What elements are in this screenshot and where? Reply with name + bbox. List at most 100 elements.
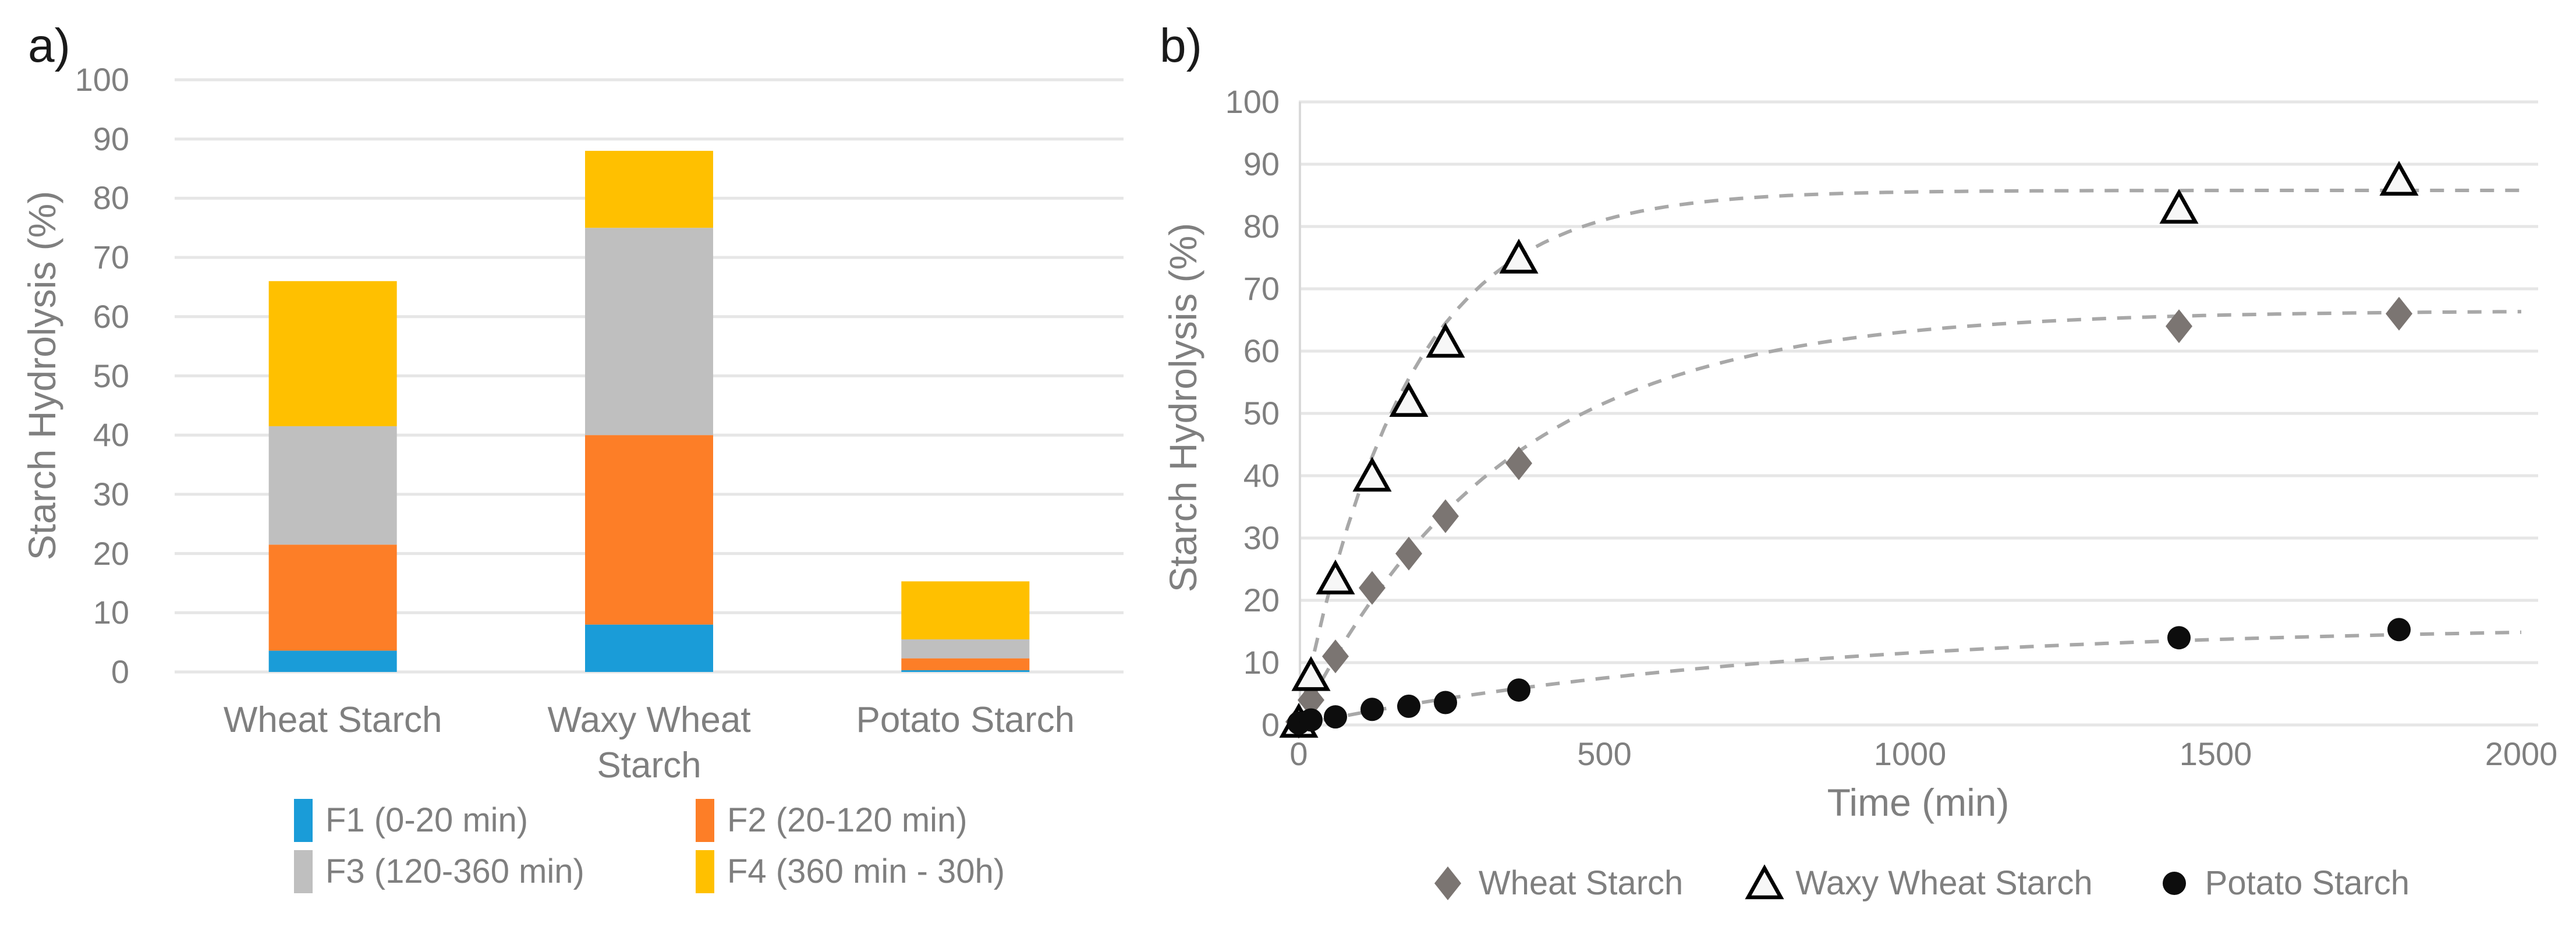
scatter-point-triangle xyxy=(1352,457,1392,492)
scatter-point-circle xyxy=(1324,705,1347,729)
panel-a-y-tick: 70 xyxy=(93,239,129,276)
scatter-point-circle xyxy=(1434,691,1457,714)
legend-item-potato-starch: Potato Starch xyxy=(2154,863,2410,904)
panel-a-category-label: Waxy Wheat Starch xyxy=(547,700,751,786)
panel-a-category-label: Wheat Starch xyxy=(223,700,442,740)
scatter-point-triangle xyxy=(1426,323,1465,358)
bar-segment xyxy=(585,435,713,625)
legend-label: Waxy Wheat Starch xyxy=(1795,864,2093,903)
bar-segment xyxy=(901,581,1030,640)
legend-swatch xyxy=(294,799,313,842)
panel-a-y-tick: 0 xyxy=(111,653,129,690)
panel-a-legend: F1 (0-20 min) F2 (20-120 min) F3 (120-360 … xyxy=(294,799,1005,893)
legend-item-wheat-starch: Wheat Starch xyxy=(1427,863,1683,904)
panel-a-y-tick: 90 xyxy=(93,120,129,157)
panel-a-y-tick: 50 xyxy=(93,357,129,394)
panel-b-y-tick: 80 xyxy=(1243,208,1280,245)
legend-label: F1 (0-20 min) xyxy=(325,801,529,840)
bar-segment xyxy=(901,670,1030,672)
bar-segment xyxy=(268,650,397,672)
legend-swatch xyxy=(696,799,714,842)
legend-swatch xyxy=(294,850,313,893)
legend-label: F3 (120-360 min) xyxy=(325,852,584,891)
bar-segment xyxy=(901,639,1030,659)
scatter-point-triangle xyxy=(1499,238,1539,274)
bar-segment xyxy=(585,624,713,672)
bar-segment xyxy=(268,544,397,651)
panel-b-y-tick: 60 xyxy=(1243,332,1280,369)
legend-label: F4 (360 min - 30h) xyxy=(727,852,1005,891)
scatter-point-triangle xyxy=(2159,189,2199,224)
panel-b-x-tick: 1000 xyxy=(1873,735,1947,772)
panel-b-x-tick: 0 xyxy=(1289,735,1308,772)
panel-a-y-tick: 100 xyxy=(75,61,129,98)
panel-a-y-tick: 60 xyxy=(93,298,129,335)
bar-segment xyxy=(268,426,397,545)
scatter-point-triangle xyxy=(2379,161,2419,196)
scatter-point-diamond xyxy=(1359,571,1386,605)
legend-item-f2: F2 (20-120 min) xyxy=(696,799,1005,842)
panel-b-y-tick: 20 xyxy=(1243,582,1280,618)
panel-a-y-tick: 20 xyxy=(93,535,129,572)
legend-item-f3: F3 (120-360 min) xyxy=(294,850,696,893)
scatter-point-diamond xyxy=(1432,499,1459,533)
scatter-point-circle xyxy=(1299,708,1323,732)
panel-a-y-tick: 40 xyxy=(93,416,129,454)
legend-marker-filled-diamond xyxy=(1434,866,1461,900)
panel-b-y-tick: 40 xyxy=(1243,457,1280,494)
panel-a-label: a) xyxy=(28,19,70,72)
legend-marker-open-triangle xyxy=(1745,864,1784,900)
scatter-point-diamond xyxy=(1505,446,1532,480)
scatter-point-triangle xyxy=(1316,559,1355,595)
panel-b-y-tick: 0 xyxy=(1261,706,1280,743)
scatter-point-diamond xyxy=(1322,639,1349,674)
legend-swatch xyxy=(696,850,714,893)
scatter-point-diamond xyxy=(2166,309,2192,344)
panel-a-category-label: Potato Starch xyxy=(856,700,1075,740)
panel-a-y-tick: 80 xyxy=(93,179,129,217)
scatter-point-triangle xyxy=(1291,656,1331,691)
panel-b-y-tick: 30 xyxy=(1243,519,1280,556)
bar-segment xyxy=(901,658,1030,670)
scatter-point-triangle xyxy=(1745,864,1784,900)
panel-a-stacked-bar-plot xyxy=(175,78,1124,674)
panel-b-x-axis-title: Time (min) xyxy=(1827,781,2010,824)
scatter-point-diamond xyxy=(1434,866,1461,900)
panel-b-y-tick: 10 xyxy=(1243,644,1280,681)
panel-b-y-tick: 90 xyxy=(1243,146,1280,182)
panel-b-y-tick: 50 xyxy=(1243,395,1280,431)
scatter-point-circle xyxy=(2162,872,2186,895)
panel-a-y-tick: 10 xyxy=(93,594,129,631)
scatter-point-diamond xyxy=(1298,683,1324,717)
panel-b-label: b) xyxy=(1160,19,1202,72)
legend-item-f1: F1 (0-20 min) xyxy=(294,799,696,842)
bar-segment xyxy=(585,151,713,228)
panel-b-x-tick: 500 xyxy=(1577,735,1632,772)
scatter-point-circle xyxy=(2387,618,2411,642)
trend-line xyxy=(1298,630,2522,727)
bar-segment xyxy=(268,281,397,426)
legend-label: Potato Starch xyxy=(2205,864,2410,903)
panel-b-x-tick: 2000 xyxy=(2485,735,2558,772)
panel-b-x-tick: 1500 xyxy=(2179,735,2252,772)
bar-segment xyxy=(585,228,713,436)
legend-item-f4: F4 (360 min - 30h) xyxy=(696,850,1005,893)
legend-label: F2 (20-120 min) xyxy=(727,801,968,840)
scatter-point-circle xyxy=(2167,626,2191,650)
scatter-point-circle xyxy=(1397,694,1420,718)
panel-b-scatter-plot xyxy=(1279,100,2538,739)
scatter-point-circle xyxy=(1360,698,1384,721)
panel-b-legend: Wheat Starch Waxy Wheat Starch Potato Star… xyxy=(1299,863,2538,904)
panel-a-y-tick: 30 xyxy=(93,475,129,512)
panel-b-y-tick: 70 xyxy=(1243,270,1280,307)
legend-item-waxy-wheat-starch: Waxy Wheat Starch xyxy=(1744,863,2093,904)
panel-b-y-tick: 100 xyxy=(1225,83,1280,120)
scatter-point-circle xyxy=(1507,678,1530,702)
trend-line xyxy=(1297,188,2521,726)
legend-label: Wheat Starch xyxy=(1478,864,1684,903)
legend-marker-filled-circle xyxy=(2162,872,2186,895)
scatter-point-triangle xyxy=(1389,381,1429,417)
trend-line xyxy=(1297,310,2522,726)
scatter-point-diamond xyxy=(2386,296,2412,331)
